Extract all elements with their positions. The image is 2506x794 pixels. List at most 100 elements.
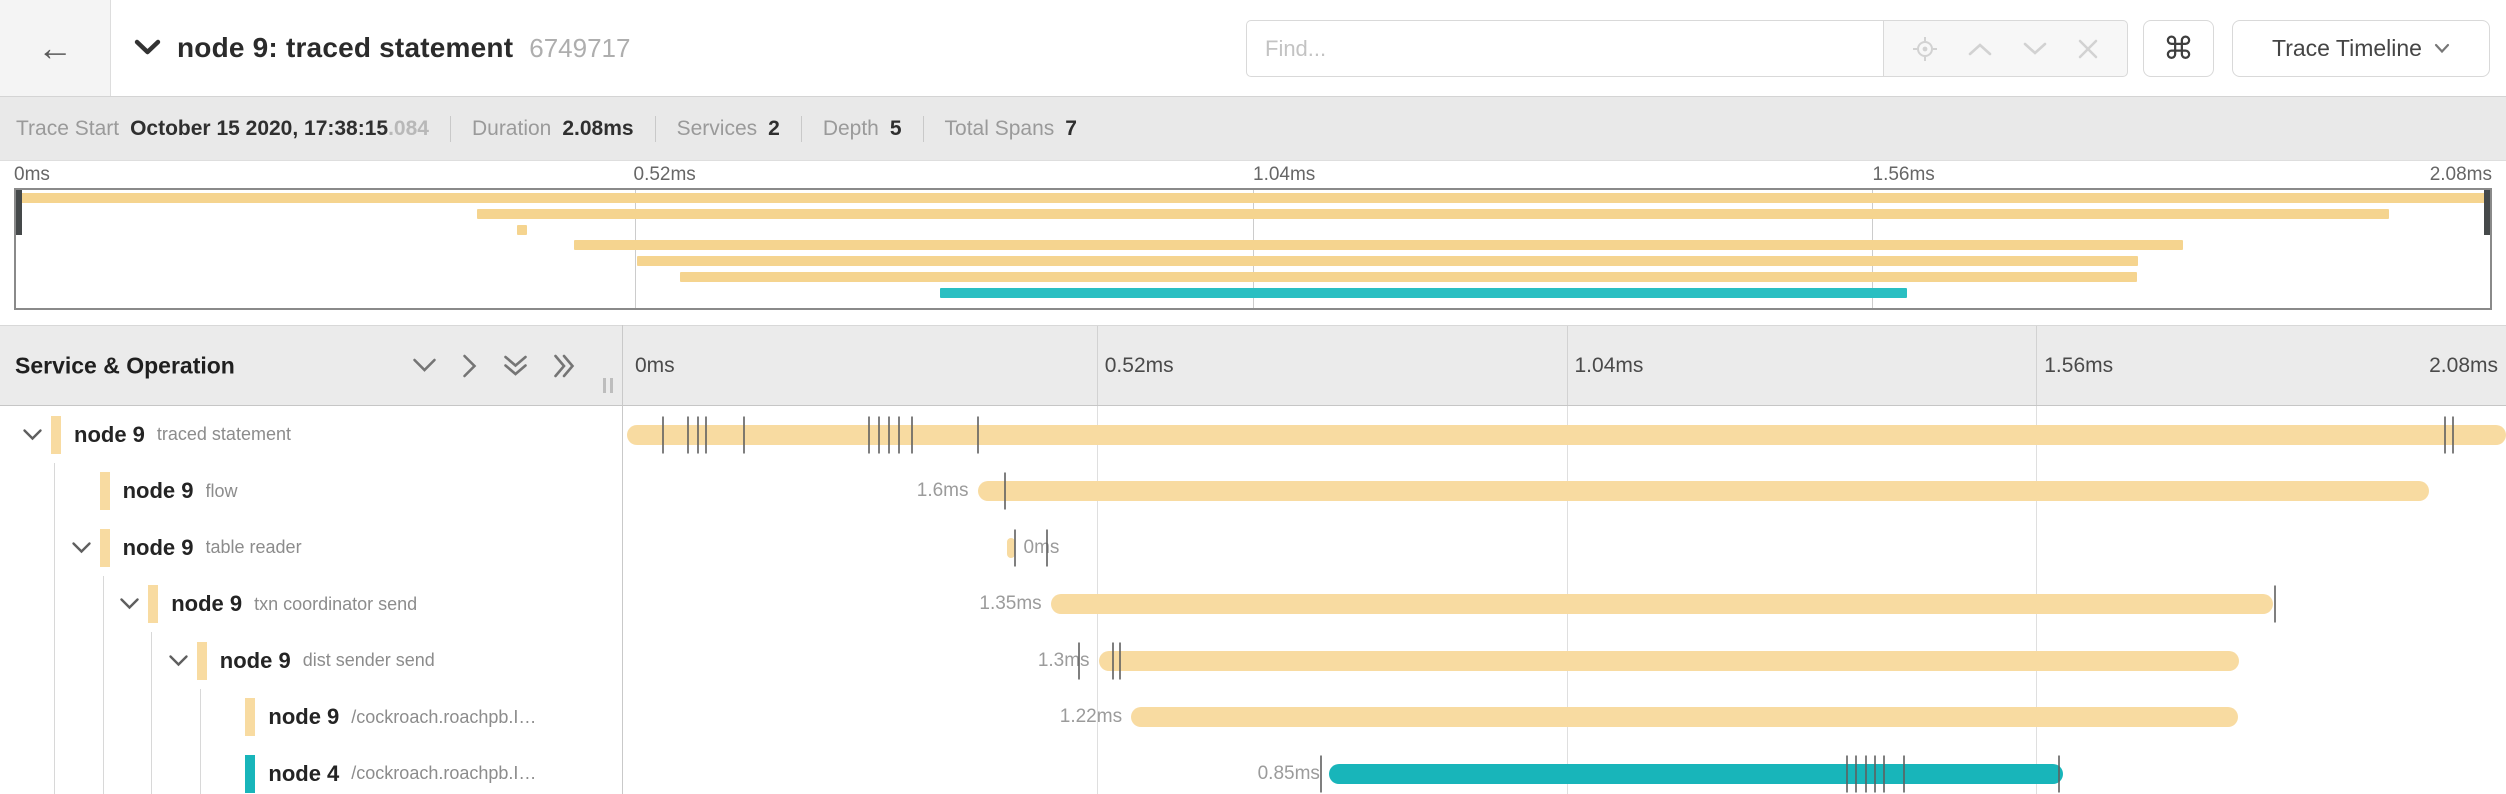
service-name: node 9 (171, 591, 243, 616)
timeline-minimap[interactable] (14, 188, 2492, 310)
locate-icon[interactable] (1912, 36, 1938, 62)
span-bar[interactable] (1328, 763, 2064, 784)
minimap-left-scrubber[interactable] (16, 190, 22, 235)
service-color-chip (245, 754, 256, 793)
span-row[interactable]: node 9 table reader 0ms (0, 519, 2506, 576)
log-event-tick[interactable] (1319, 755, 1322, 792)
log-event-tick[interactable] (1119, 642, 1122, 679)
span-timeline-cell[interactable]: 0.85ms (623, 745, 2506, 794)
expand-all-button[interactable] (503, 353, 528, 378)
find-prev-icon[interactable] (1967, 41, 1993, 57)
span-scale: 0.85ms (627, 745, 2506, 794)
log-event-tick[interactable] (662, 416, 665, 453)
log-event-tick[interactable] (1013, 529, 1016, 566)
expand-one-level-button[interactable] (412, 353, 437, 378)
span-tree-cell[interactable]: node 4/cockroach.roachpb.I… (0, 745, 622, 794)
chevron-down-icon[interactable] (71, 537, 92, 558)
span-timeline-cell[interactable]: 0ms (623, 519, 2506, 576)
log-event-tick[interactable] (1077, 642, 1080, 679)
span-tree-cell[interactable]: node 9/cockroach.roachpb.I… (0, 689, 622, 746)
minimap-right-scrubber[interactable] (2484, 190, 2490, 235)
span-timeline-cell[interactable]: 1.3ms (623, 632, 2506, 689)
span-tree-cell[interactable]: node 9 flow (0, 463, 622, 520)
span-tree-cell[interactable]: node 9 table reader (0, 519, 622, 576)
find-input[interactable] (1246, 20, 1883, 77)
log-event-tick[interactable] (1845, 755, 1848, 792)
log-event-tick[interactable] (1864, 755, 1867, 792)
span-duration-label: 1.3ms (1037, 649, 1090, 671)
chevron-down-icon[interactable] (22, 424, 43, 445)
timeline-axis-header: 0ms 0.52ms 1.04ms 1.56ms 2.08ms (623, 326, 2506, 405)
span-bar[interactable] (627, 424, 2506, 445)
span-bar[interactable] (1007, 537, 1015, 558)
top-controls: ⌘ Trace Timeline (1246, 20, 2490, 77)
span-tree-cell[interactable]: node 9 dist sender send (0, 632, 622, 689)
span-tree-cell[interactable]: node 9 traced statement (0, 406, 622, 463)
service-name: node 9 (268, 704, 340, 729)
column-divider[interactable] (622, 325, 623, 794)
log-event-tick[interactable] (1854, 755, 1857, 792)
operation-name: flow (205, 480, 238, 501)
log-event-tick[interactable] (705, 416, 708, 453)
span-timeline-cell[interactable]: 1.22ms (623, 689, 2506, 746)
view-dropdown-button[interactable]: Trace Timeline (2232, 20, 2490, 77)
span-row[interactable]: node 9 traced statement (0, 406, 2506, 463)
log-event-tick[interactable] (1003, 472, 1006, 510)
collapse-one-level-button[interactable] (462, 353, 478, 378)
minimap-span-bar (16, 193, 2490, 203)
chevron-down-icon[interactable] (119, 594, 140, 615)
collapse-trace-detail-button[interactable] (134, 39, 161, 57)
clear-find-icon[interactable] (2077, 38, 2099, 60)
span-tree-cell[interactable]: node 9 txn coordinator send (0, 576, 622, 633)
log-event-tick[interactable] (887, 416, 890, 453)
span-bar[interactable] (1131, 707, 2238, 727)
log-event-tick[interactable] (977, 416, 980, 453)
log-event-tick[interactable] (897, 416, 900, 453)
log-event-tick[interactable] (1883, 755, 1886, 792)
back-button[interactable]: ← (0, 0, 111, 96)
log-event-tick[interactable] (2443, 416, 2446, 453)
divider (922, 115, 924, 142)
log-event-tick[interactable] (697, 416, 700, 453)
log-event-tick[interactable] (743, 416, 746, 453)
log-event-tick[interactable] (1903, 755, 1906, 792)
span-row[interactable]: node 9 dist sender send 1.3ms (0, 632, 2506, 689)
chevron-down-icon (412, 358, 437, 374)
column-resize-grip[interactable] (603, 378, 613, 393)
log-event-tick[interactable] (686, 416, 689, 453)
minimap-tick: 0ms (14, 164, 50, 185)
keyboard-shortcuts-button[interactable]: ⌘ (2143, 20, 2214, 77)
log-event-tick[interactable] (2451, 416, 2454, 453)
find-actions-group (1883, 20, 2128, 77)
span-bar[interactable] (1050, 594, 2273, 614)
span-row[interactable]: node 4/cockroach.roachpb.I… 0.85ms (0, 745, 2506, 794)
span-timeline-cell[interactable] (623, 406, 2506, 463)
span-bar[interactable] (977, 481, 2430, 501)
span-bar[interactable] (1098, 650, 2239, 671)
log-event-tick[interactable] (1873, 755, 1876, 792)
log-event-tick[interactable] (868, 416, 871, 453)
trace-start-value: October 15 2020, 17:38:15 (130, 116, 389, 140)
collapse-all-button[interactable] (553, 353, 576, 378)
log-event-tick[interactable] (1046, 529, 1049, 566)
span-row[interactable]: node 9 flow 1.6ms (0, 463, 2506, 520)
span-timeline-cell[interactable]: 1.35ms (623, 576, 2506, 633)
operation-name: dist sender send (302, 650, 435, 670)
minimap-span-bar (636, 256, 2138, 267)
log-event-tick[interactable] (1112, 642, 1114, 679)
find-next-icon[interactable] (2022, 41, 2048, 57)
span-row[interactable]: node 9/cockroach.roachpb.I… 1.22ms (0, 689, 2506, 746)
span-timeline-cell[interactable]: 1.6ms (623, 463, 2506, 520)
minimap-tick-labels: 0ms 0.52ms 1.04ms 1.56ms 2.08ms (14, 162, 2492, 188)
service-name: node 9 (122, 478, 194, 503)
service-color-chip (245, 698, 256, 736)
log-event-tick[interactable] (2273, 585, 2276, 623)
service-name: node 9 (74, 421, 145, 447)
log-event-tick[interactable] (878, 416, 881, 453)
log-event-tick[interactable] (910, 416, 913, 453)
log-event-tick[interactable] (2057, 755, 2060, 792)
chevron-down-icon[interactable] (168, 650, 189, 671)
span-row[interactable]: node 9 txn coordinator send 1.35ms (0, 576, 2506, 633)
command-icon: ⌘ (2163, 30, 2194, 66)
duration-label: Duration (471, 116, 552, 140)
